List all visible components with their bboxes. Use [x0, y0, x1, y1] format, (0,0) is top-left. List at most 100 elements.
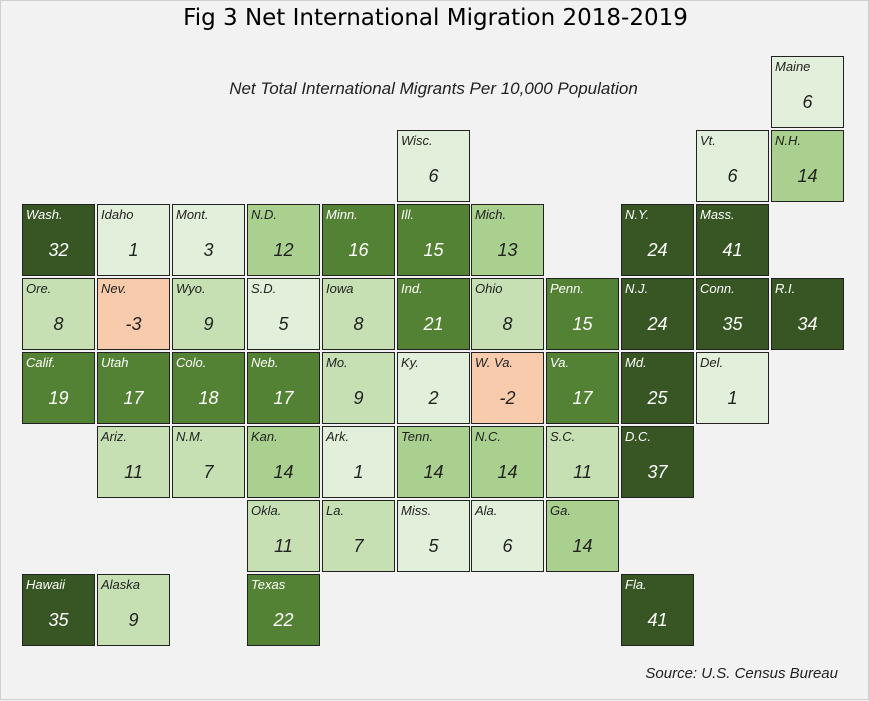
state-label: Ala.	[475, 503, 498, 518]
state-label: R.I.	[775, 281, 796, 296]
state-label: Hawaii	[26, 577, 66, 592]
state-value: 24	[647, 240, 668, 260]
state-label: Ill.	[401, 207, 414, 222]
state-value: 11	[274, 536, 293, 556]
state-label: Ga.	[550, 503, 571, 518]
state-tile-conn: Conn. 35	[696, 278, 769, 350]
state-tile-tenn: Tenn. 14	[397, 426, 470, 498]
state-label: S.D.	[251, 281, 277, 296]
state-value: 1	[727, 388, 738, 408]
state-value: 5	[278, 314, 289, 334]
state-value: 15	[423, 240, 444, 260]
state-tile-minn: Minn. 16	[322, 204, 395, 276]
state-tile-ore: Ore. 8	[22, 278, 95, 350]
state-value: 24	[647, 314, 668, 334]
state-label: N.J.	[625, 281, 649, 296]
state-value: 41	[722, 240, 743, 260]
state-tile-fla: Fla. 41	[621, 574, 694, 646]
source-note: Source: U.S. Census Bureau	[645, 665, 838, 682]
state-tile-kan: Kan. 14	[247, 426, 320, 498]
state-tile-md: Md. 25	[621, 352, 694, 424]
state-label: D.C.	[625, 429, 651, 444]
state-label: Va.	[550, 355, 570, 370]
state-tile-n-y: N.Y. 24	[621, 204, 694, 276]
state-value: 6	[802, 92, 813, 112]
state-tile-utah: Utah 17	[97, 352, 170, 424]
state-label: N.H.	[775, 133, 801, 148]
state-value: 12	[273, 240, 294, 260]
state-label: Iowa	[326, 281, 354, 296]
state-tile-mo: Mo. 9	[322, 352, 395, 424]
chart-subtitle: Net Total International Migrants Per 10,…	[229, 79, 638, 98]
state-value: 8	[353, 314, 364, 334]
state-tile-iowa: Iowa 8	[322, 278, 395, 350]
state-label: Okla.	[251, 503, 282, 518]
state-value: 6	[727, 166, 738, 186]
state-label: N.C.	[475, 429, 501, 444]
state-tile-ga: Ga. 14	[546, 500, 619, 572]
state-value: 14	[423, 462, 444, 482]
state-value: 15	[572, 314, 593, 334]
state-label: N.M.	[176, 429, 204, 444]
state-value: 11	[573, 462, 592, 482]
state-value: -2	[499, 388, 516, 408]
state-tile-calif: Calif. 19	[22, 352, 95, 424]
state-value: 11	[124, 462, 143, 482]
state-tile-r-i: R.I. 34	[771, 278, 844, 350]
state-value: 8	[502, 314, 513, 334]
state-value: 9	[128, 610, 139, 630]
state-value: 7	[353, 536, 364, 556]
state-label: Ark.	[326, 429, 350, 444]
state-tile-penn: Penn. 15	[546, 278, 619, 350]
state-tile-w-va: W. Va. -2	[471, 352, 544, 424]
state-label: Fla.	[625, 577, 647, 592]
state-label: Utah	[101, 355, 129, 370]
state-tile-n-c: N.C. 14	[471, 426, 544, 498]
state-tile-ind: Ind. 21	[397, 278, 470, 350]
state-value: 37	[647, 462, 668, 482]
state-label: Ore.	[26, 281, 52, 296]
state-value: 19	[48, 388, 69, 408]
state-tile-wash: Wash. 32	[22, 204, 95, 276]
state-label: Colo.	[176, 355, 207, 370]
state-tile-mich: Mich. 13	[471, 204, 544, 276]
state-tile-wyo: Wyo. 9	[172, 278, 245, 350]
state-value: 7	[203, 462, 214, 482]
state-tile-miss: Miss. 5	[397, 500, 470, 572]
state-value: 22	[273, 610, 294, 630]
state-value: 8	[53, 314, 64, 334]
state-value: 16	[348, 240, 369, 260]
state-tile-mont: Mont. 3	[172, 204, 245, 276]
state-tile-n-m: N.M. 7	[172, 426, 245, 498]
state-label: W. Va.	[475, 355, 514, 370]
state-tile-ohio: Ohio 8	[471, 278, 544, 350]
state-value: 5	[428, 536, 439, 556]
state-label: Vt.	[700, 133, 716, 148]
state-label: Wash.	[26, 207, 63, 222]
state-tile-s-c: S.C. 11	[546, 426, 619, 498]
state-value: 9	[203, 314, 214, 334]
state-tile-okla: Okla. 11	[247, 500, 320, 572]
state-tile-colo: Colo. 18	[172, 352, 245, 424]
state-value: -3	[125, 314, 142, 334]
state-tile-ill: Ill. 15	[397, 204, 470, 276]
state-value: 13	[497, 240, 518, 260]
state-value: 18	[198, 388, 219, 408]
state-label: N.Y.	[625, 207, 650, 222]
state-tile-texas: Texas 22	[247, 574, 320, 646]
state-label: Texas	[251, 577, 286, 592]
state-value: 32	[48, 240, 69, 260]
state-label: Mo.	[326, 355, 348, 370]
state-label: Ariz.	[101, 429, 127, 444]
state-value: 14	[797, 166, 818, 186]
state-tile-alaska: Alaska 9	[97, 574, 170, 646]
state-label: Md.	[625, 355, 647, 370]
state-tile-s-d: S.D. 5	[247, 278, 320, 350]
state-value: 41	[647, 610, 668, 630]
state-label: Ind.	[401, 281, 423, 296]
state-tile-d-c: D.C. 37	[621, 426, 694, 498]
state-value: 14	[497, 462, 518, 482]
state-value: 6	[502, 536, 513, 556]
state-tile-neb: Neb. 17	[247, 352, 320, 424]
